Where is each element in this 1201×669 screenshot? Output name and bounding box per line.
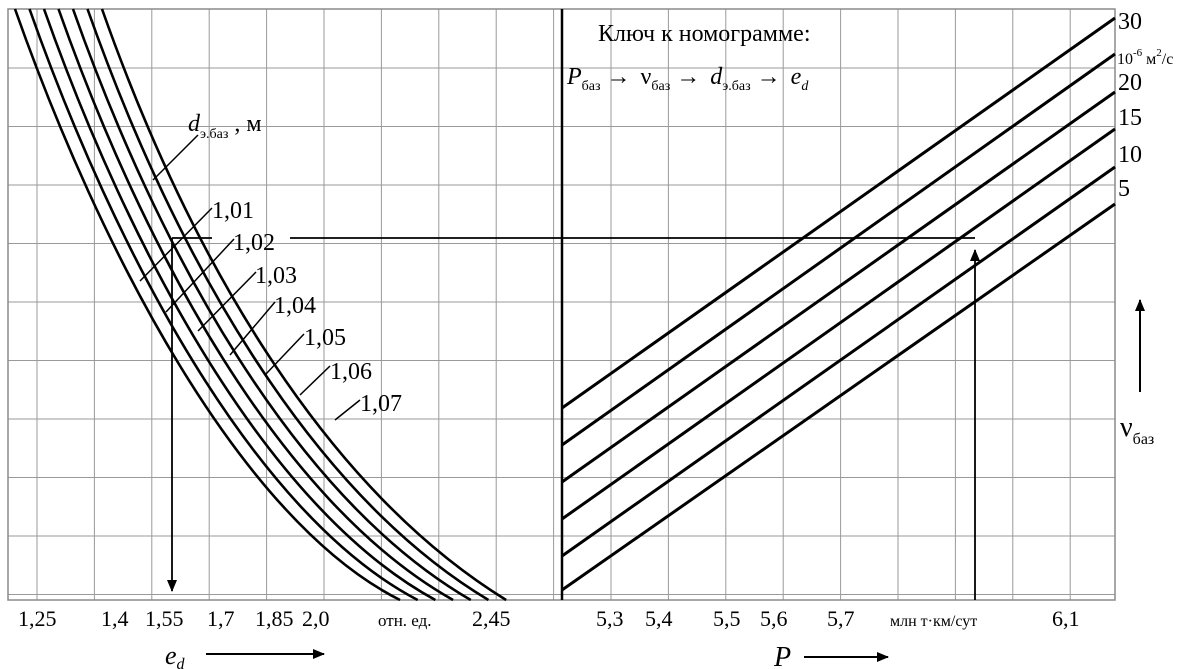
line-nu-30	[561, 16, 1116, 410]
x-tick-left-8: 2,45	[472, 606, 511, 631]
line-nu-5	[561, 165, 1116, 558]
curve-d-1-02	[28, 8, 419, 602]
left-curves	[13, 8, 507, 602]
x-tick-right-2: 5,4	[645, 606, 673, 631]
curve-d-1-01	[13, 8, 401, 602]
label-leader	[197, 271, 257, 332]
x-tick-right-unit: млн т·км/сут	[890, 613, 977, 630]
line-label-15: 15	[1118, 105, 1142, 131]
y-unit-label: 10-6 м2/с	[1117, 47, 1173, 68]
curve-d-1-03	[42, 8, 437, 602]
label-leader	[264, 333, 305, 376]
curve-label-1-04: 1,04	[274, 293, 316, 319]
curve-label-1-03: 1,03	[255, 263, 297, 289]
x-tick-left-1: 1,25	[18, 606, 57, 631]
x-axis-label-right: P	[773, 642, 791, 669]
curve-label-1-02: 1,02	[233, 230, 275, 256]
x-tick-left-5: 1,85	[255, 606, 294, 631]
y-axis-label: νбаз	[1120, 412, 1154, 448]
label-leader	[152, 134, 199, 181]
curve-label-1-06: 1,06	[330, 359, 372, 385]
line-label-20: 20	[1118, 70, 1142, 96]
line-label-30: 30	[1118, 9, 1142, 35]
x-axis-label-left: ed	[165, 641, 186, 669]
curve-label-1-01: 1,01	[212, 198, 254, 224]
curve-d-1-05	[71, 8, 472, 602]
line-nu-20	[561, 52, 1116, 447]
curve-d-1-07	[100, 8, 507, 602]
line-label-10: 10	[1118, 142, 1142, 168]
curve-d-1-04	[57, 8, 454, 602]
x-tick-left-4: 1,7	[207, 606, 235, 631]
x-tick-right-3: 5,5	[713, 606, 741, 631]
x-tick-left-6: 2,0	[302, 606, 330, 631]
label-leader	[139, 207, 213, 282]
right-lines	[561, 16, 1116, 592]
label-leader	[165, 238, 235, 313]
curve-label-1-05: 1,05	[304, 325, 346, 351]
curve-d-1-06	[86, 8, 490, 602]
plot-frame	[7, 8, 1116, 601]
x-tick-right-7: 6,1	[1052, 606, 1080, 631]
line-nu-base	[561, 202, 1116, 592]
x-tick-left-2: 1,4	[101, 606, 129, 631]
x-tick-left-unit: отн. ед.	[378, 611, 432, 630]
key-path	[167, 237, 980, 600]
curve-family-label: dэ.баз , м	[188, 111, 262, 142]
key-title: Ключ к номограмме:	[598, 21, 811, 47]
label-leaders	[139, 134, 361, 421]
key-chain: Pбаз → νбаз → dэ.баз → ed	[566, 64, 809, 94]
curve-label-1-07: 1,07	[360, 391, 402, 417]
x-tick-left-3: 1,55	[145, 606, 184, 631]
x-tick-right-5: 5,7	[827, 606, 855, 631]
label-leader	[299, 365, 331, 396]
line-nu-10	[561, 127, 1116, 521]
x-tick-right-4: 5,6	[760, 606, 788, 631]
label-leader	[229, 301, 276, 356]
label-leader	[334, 399, 361, 421]
line-nu-15	[561, 90, 1116, 484]
line-label-5: 5	[1118, 176, 1130, 202]
x-tick-right-1: 5,3	[596, 606, 624, 631]
